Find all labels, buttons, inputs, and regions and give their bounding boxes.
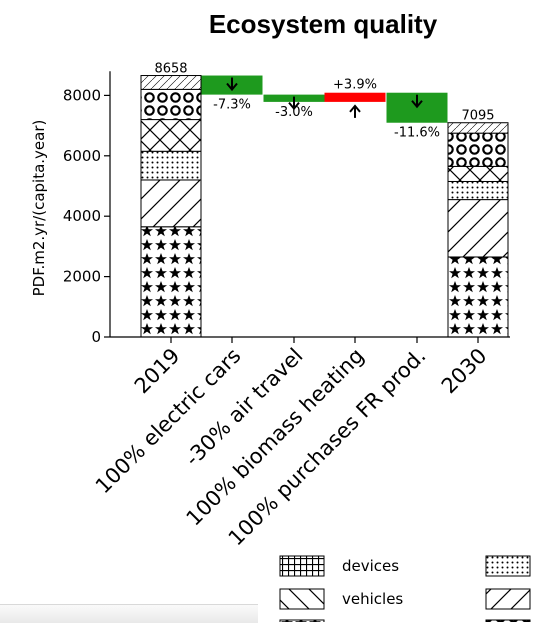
change-label-2: +3.9% <box>333 78 377 93</box>
y-tick-label-8000: 8000 <box>63 86 101 104</box>
bar-segment-2030-dots <box>447 180 509 201</box>
y-axis-label: PDF.m2.yr/(capita.year) <box>30 120 48 297</box>
y-tick-label-4000: 4000 <box>63 207 101 225</box>
legend-label-backslash: vehicles <box>342 590 403 608</box>
bar-segment-2019-circles <box>140 88 202 121</box>
change-label-0: -7.3% <box>213 98 251 113</box>
bar-segment-2030-circles <box>447 132 509 167</box>
bar-segment-2019-top <box>140 75 202 90</box>
change-bar-2 <box>324 92 386 102</box>
bar-segment-2030-top <box>447 122 509 134</box>
change-arrowhead-1 <box>288 101 300 111</box>
bar-segment-2030-stars <box>447 256 509 338</box>
change-arrowhead-0 <box>226 82 238 92</box>
legend-swatch-backslash <box>279 588 325 610</box>
change-arrowhead-3 <box>411 100 423 109</box>
legend-swatch-partial-1 <box>279 619 325 622</box>
data-label-2030: 7095 <box>461 109 494 124</box>
legend-swatch-diagonal <box>485 588 531 610</box>
bar-segment-2030-diagonal <box>447 199 509 258</box>
change-arrowhead-2 <box>349 104 361 113</box>
bar-segment-2019-diagonal <box>140 179 202 228</box>
legend-swatch-dots <box>485 555 531 577</box>
x-tick-label-0: 2019 <box>130 344 185 399</box>
y-axis: 0 2000 4000 6000 8000 <box>63 71 111 346</box>
bar-segment-2019-cross <box>140 119 202 152</box>
change-label-1: -3.0% <box>275 105 313 120</box>
data-label-2019: 8658 <box>154 62 187 77</box>
y-tick-label-6000: 6000 <box>63 147 101 165</box>
legend-label-grid: devices <box>342 557 399 575</box>
change-label-3: -11.6% <box>394 126 440 141</box>
plot-area: 8658 7095 -7.3% -3.0% +3.9% -11.6% <box>140 62 509 338</box>
legend-swatch-grid <box>279 555 325 577</box>
x-tick-label-5: 2030 <box>437 344 492 399</box>
bar-segment-2019-stars <box>140 226 202 338</box>
bottom-scrollbar[interactable] <box>0 604 258 623</box>
legend: devices vehicles <box>279 555 531 622</box>
bar-segment-2030-cross <box>447 165 509 182</box>
y-tick-label-2000: 2000 <box>63 268 101 286</box>
chart-title: Ecosystem quality <box>209 9 438 39</box>
bar-segment-2019-dots <box>140 150 202 181</box>
legend-swatch-partial-2 <box>485 619 531 622</box>
y-tick-label-0: 0 <box>91 328 101 346</box>
